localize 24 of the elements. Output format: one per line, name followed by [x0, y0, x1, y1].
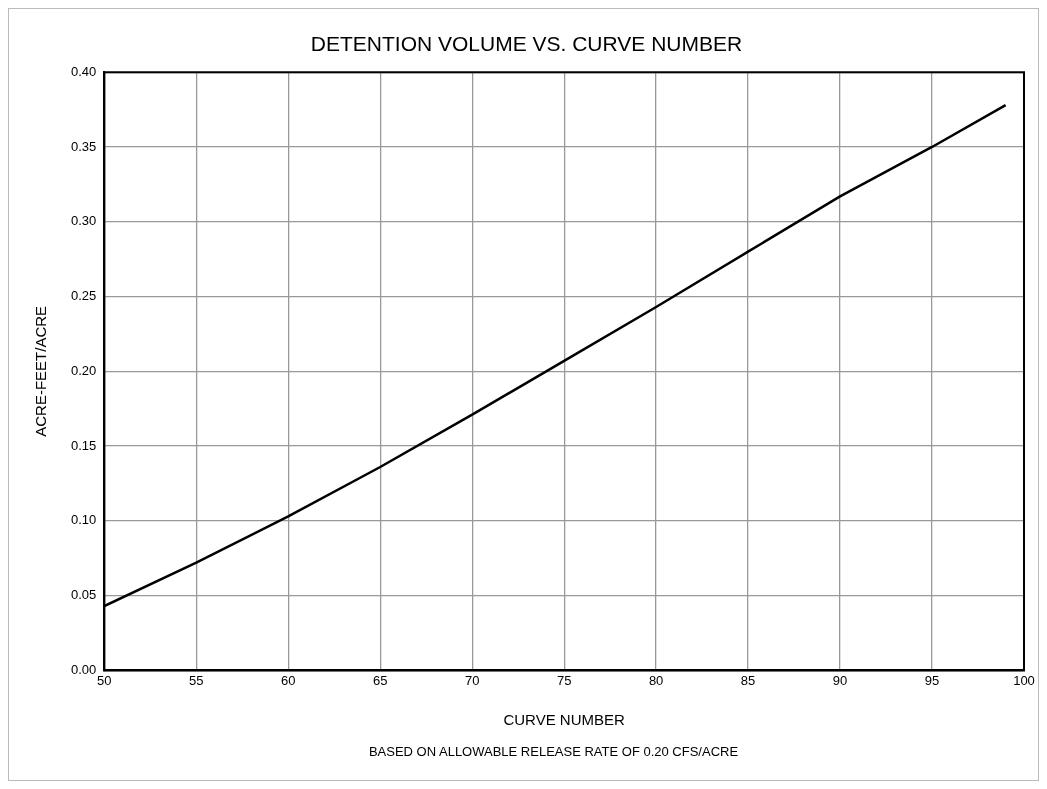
x-tick-label: 70	[464, 672, 480, 688]
y-tick-label: 0.00	[70, 661, 97, 677]
y-tick-label: 0.40	[70, 63, 97, 79]
x-tick-label: 100	[1013, 672, 1035, 688]
x-tick-label: 85	[740, 672, 756, 688]
y-tick-label: 0.10	[70, 512, 97, 528]
chart-title: DETENTION VOLUME VS. CURVE NUMBER	[310, 32, 743, 56]
x-tick-label: 90	[832, 672, 848, 688]
x-tick-label: 80	[648, 672, 664, 688]
y-tick-label: 0.25	[70, 288, 97, 304]
text: BASED ON ALLOWABLE RELEASE RATE OF 0.20 CFS/ACRE	[367, 744, 740, 759]
x-axis-title: CURVE NUMBER	[503, 711, 626, 729]
x-tick-label: 95	[924, 672, 940, 688]
y-tick-label: 0.15	[70, 437, 97, 453]
y-tick-label: 0.30	[70, 213, 97, 229]
y-tick-label: 0.20	[70, 362, 97, 378]
y-tick-label: 0.35	[70, 138, 97, 154]
x-tick-label: 65	[372, 672, 388, 688]
x-tick-label: 75	[556, 672, 572, 688]
x-tick-label: 50	[97, 672, 112, 688]
y-axis-title: ACRE-FEET/ACRE	[32, 305, 50, 437]
x-tick-label: 60	[281, 672, 296, 688]
y-tick-label: 0.05	[70, 587, 97, 603]
x-tick-label: 55	[189, 672, 204, 688]
